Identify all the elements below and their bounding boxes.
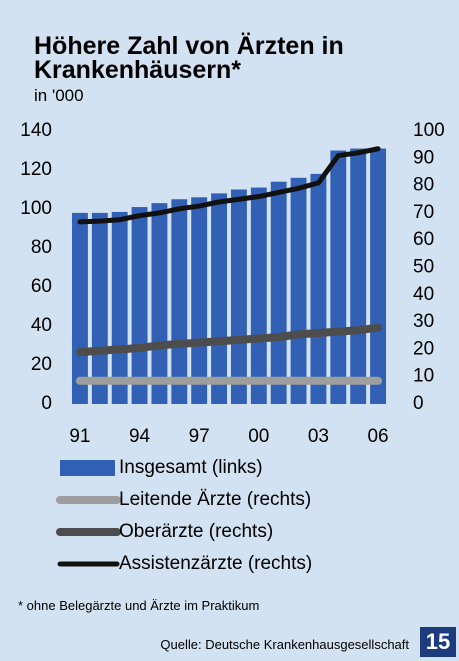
bar (71, 212, 88, 404)
line (75, 323, 383, 357)
x-tick-label: 06 (367, 426, 388, 447)
bar (131, 207, 148, 404)
y-tick-label: 60 (31, 276, 52, 297)
bar (191, 197, 208, 404)
legend-swatch (60, 460, 115, 476)
line (77, 146, 381, 225)
page-number: 15 (420, 627, 456, 657)
x-tick-label: 94 (129, 426, 151, 447)
footnote: * ohne Belegärzte und Ärzte im Praktikum (18, 598, 260, 613)
bar (370, 148, 387, 404)
y-tick-label: 140 (20, 120, 52, 141)
y2-tick-label: 100 (413, 120, 445, 141)
y2-tick-label: 70 (413, 202, 434, 223)
bar (290, 177, 307, 404)
y2-tick-label: 20 (413, 338, 434, 359)
x-tick-label: 03 (308, 426, 329, 447)
bar (270, 181, 287, 404)
bar (211, 193, 228, 404)
y-tick-label: 120 (20, 159, 52, 180)
y-tick-label: 0 (41, 393, 52, 414)
y2-tick-label: 50 (413, 257, 434, 278)
source: Quelle: Deutsche Krankenhausgesellschaft (160, 637, 409, 652)
bar (171, 199, 188, 404)
subtitle: in '000 (34, 86, 84, 105)
y2-tick-label: 30 (413, 311, 434, 332)
legend-label: Leitende Ärzte (rechts) (119, 489, 311, 510)
y2-tick-label: 80 (413, 175, 434, 196)
y-tick-label: 100 (20, 198, 52, 219)
y2-tick-label: 40 (413, 284, 434, 305)
bar (151, 203, 168, 404)
y2-tick-label: 60 (413, 229, 434, 250)
y2-tick-label: 0 (413, 393, 424, 414)
bar (330, 150, 347, 404)
bar (91, 212, 108, 404)
bar (310, 173, 327, 404)
x-tick-label: 97 (189, 426, 210, 447)
bar (230, 189, 247, 404)
bar (111, 211, 128, 404)
legend-label: Oberärzte (rechts) (119, 521, 273, 542)
y2-tick-label: 90 (413, 147, 434, 168)
y2-tick-label: 10 (413, 366, 434, 387)
legend-label: Assistenzärzte (rechts) (119, 553, 312, 574)
y-tick-label: 20 (31, 354, 52, 375)
bar (350, 148, 367, 404)
x-tick-label: 00 (248, 426, 269, 447)
y-tick-label: 40 (31, 315, 52, 336)
y-tick-label: 80 (31, 237, 52, 258)
chart-title: Höhere Zahl von Ärzten in Krankenhäusern… (34, 32, 344, 84)
legend-label: Insgesamt (links) (119, 457, 263, 478)
x-tick-label: 91 (69, 426, 90, 447)
bar (250, 187, 267, 404)
